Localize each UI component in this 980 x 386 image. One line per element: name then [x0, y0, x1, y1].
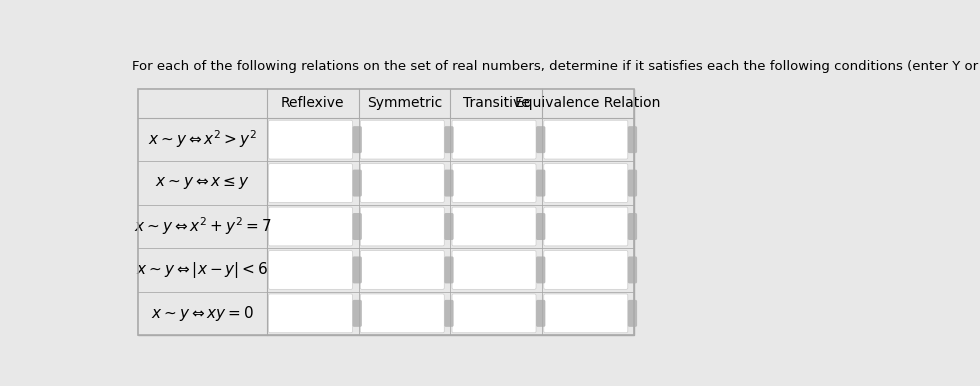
FancyBboxPatch shape — [452, 294, 536, 333]
Bar — [138, 205, 267, 248]
FancyBboxPatch shape — [536, 256, 545, 283]
FancyBboxPatch shape — [444, 256, 454, 283]
FancyBboxPatch shape — [452, 207, 536, 246]
FancyBboxPatch shape — [452, 251, 536, 290]
FancyBboxPatch shape — [452, 164, 536, 203]
FancyBboxPatch shape — [361, 294, 444, 333]
FancyBboxPatch shape — [536, 126, 545, 153]
Bar — [138, 161, 267, 205]
FancyBboxPatch shape — [353, 213, 362, 240]
FancyBboxPatch shape — [452, 120, 536, 159]
FancyBboxPatch shape — [353, 169, 362, 196]
FancyBboxPatch shape — [544, 251, 628, 290]
FancyBboxPatch shape — [536, 300, 545, 327]
FancyBboxPatch shape — [536, 213, 545, 240]
Text: $x \sim y \Leftrightarrow xy = 0$: $x \sim y \Leftrightarrow xy = 0$ — [151, 304, 254, 323]
FancyBboxPatch shape — [628, 213, 637, 240]
FancyBboxPatch shape — [444, 126, 454, 153]
FancyBboxPatch shape — [628, 300, 637, 327]
FancyBboxPatch shape — [628, 169, 637, 196]
FancyBboxPatch shape — [544, 207, 628, 246]
Text: $x \sim y \Leftrightarrow |x - y| < 6$: $x \sim y \Leftrightarrow |x - y| < 6$ — [136, 260, 269, 280]
Text: Symmetric: Symmetric — [367, 96, 442, 110]
FancyBboxPatch shape — [544, 120, 628, 159]
FancyBboxPatch shape — [628, 256, 637, 283]
FancyBboxPatch shape — [269, 207, 353, 246]
FancyBboxPatch shape — [361, 164, 444, 203]
FancyBboxPatch shape — [628, 126, 637, 153]
Text: $x \sim y \Leftrightarrow x^2 > y^2$: $x \sim y \Leftrightarrow x^2 > y^2$ — [148, 129, 257, 151]
Bar — [138, 248, 267, 292]
FancyBboxPatch shape — [444, 300, 454, 327]
Bar — [138, 292, 267, 335]
FancyBboxPatch shape — [269, 294, 353, 333]
Text: $x \sim y \Leftrightarrow x^2 + y^2 = 7$: $x \sim y \Leftrightarrow x^2 + y^2 = 7$ — [133, 216, 271, 237]
Text: For each of the following relations on the set of real numbers, determine if it : For each of the following relations on t… — [131, 60, 980, 73]
FancyBboxPatch shape — [353, 300, 362, 327]
Text: $x \sim y \Leftrightarrow x \leq y$: $x \sim y \Leftrightarrow x \leq y$ — [155, 175, 250, 191]
FancyBboxPatch shape — [544, 294, 628, 333]
FancyBboxPatch shape — [444, 169, 454, 196]
Text: Equivalence Relation: Equivalence Relation — [515, 96, 661, 110]
Bar — [138, 89, 634, 335]
FancyBboxPatch shape — [536, 169, 545, 196]
Text: Reflexive: Reflexive — [281, 96, 345, 110]
FancyBboxPatch shape — [353, 126, 362, 153]
FancyBboxPatch shape — [269, 251, 353, 290]
FancyBboxPatch shape — [361, 120, 444, 159]
Bar — [138, 89, 634, 335]
Text: Transitive: Transitive — [463, 96, 530, 110]
FancyBboxPatch shape — [544, 164, 628, 203]
FancyBboxPatch shape — [269, 120, 353, 159]
FancyBboxPatch shape — [353, 256, 362, 283]
FancyBboxPatch shape — [269, 164, 353, 203]
FancyBboxPatch shape — [361, 207, 444, 246]
FancyBboxPatch shape — [361, 251, 444, 290]
Bar — [138, 118, 267, 161]
FancyBboxPatch shape — [444, 213, 454, 240]
Bar — [138, 89, 634, 118]
